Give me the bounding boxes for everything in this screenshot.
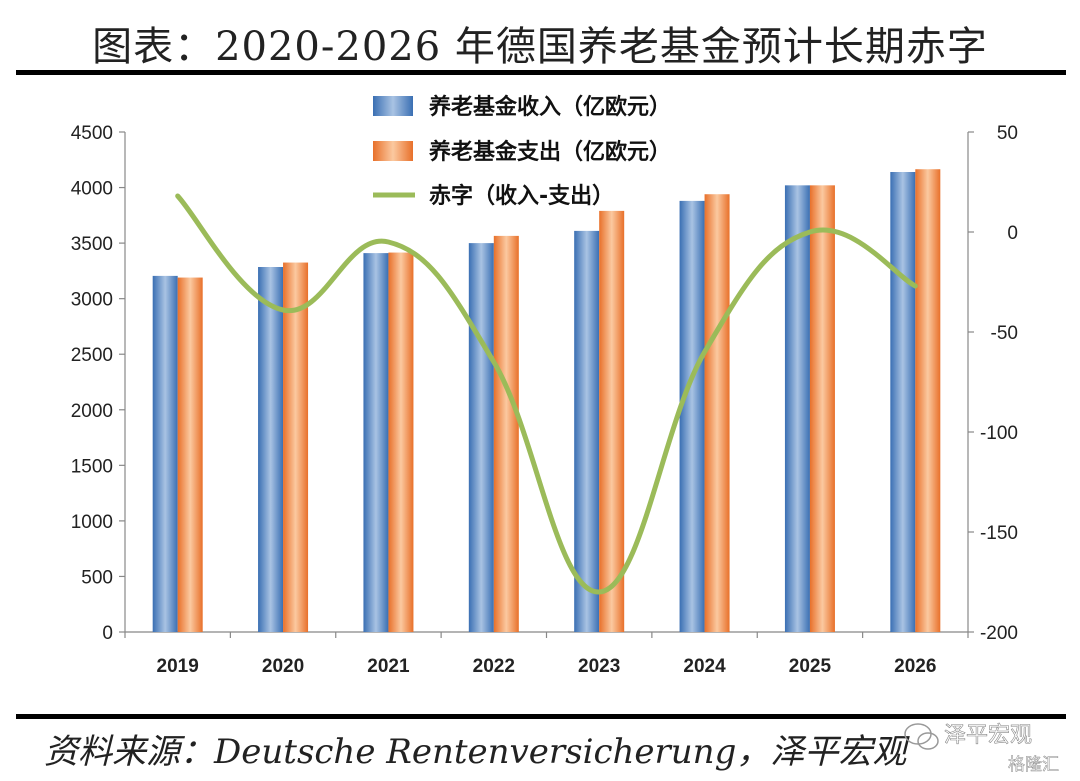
left-tick-label: 3500 <box>71 234 113 255</box>
right-tick-label: -50 <box>991 323 1018 344</box>
watermark-brand: 泽平宏观 <box>944 723 1032 748</box>
title-divider <box>16 70 1066 75</box>
x-tick-label: 2022 <box>473 656 515 677</box>
x-tick-label: 2020 <box>262 656 304 677</box>
income-bar <box>890 172 916 632</box>
left-tick-label: 3000 <box>71 290 113 311</box>
expense-bar <box>915 169 941 632</box>
x-tick-label: 2024 <box>683 656 726 677</box>
expense-bar <box>704 194 730 632</box>
expense-bar <box>493 235 519 632</box>
right-tick-label: 0 <box>1007 223 1018 244</box>
right-tick-label: -200 <box>980 623 1018 644</box>
left-tick-label: 500 <box>81 567 113 588</box>
left-tick-label: 2000 <box>71 401 113 422</box>
wechat-icon <box>904 723 939 750</box>
legend-expense-swatch <box>373 141 413 161</box>
deficit-line <box>175 193 918 595</box>
expense-bar <box>809 185 835 632</box>
watermark-sub: 格隆汇 <box>1008 755 1059 775</box>
legend-label: 养老基金收入（亿欧元） <box>428 94 671 120</box>
left-tick-label: 4000 <box>71 179 113 200</box>
chart-title: 图表：2020-2026 年德国养老基金预计长期赤字 <box>92 24 988 70</box>
left-tick-label: 4500 <box>71 123 113 144</box>
income-bar <box>152 275 178 632</box>
left-tick-label: 1000 <box>71 512 113 533</box>
source-note: 资料来源：Deutsche Rentenversicherung，泽平宏观 <box>44 732 907 772</box>
income-bar <box>363 253 389 632</box>
expense-bar <box>177 277 203 632</box>
x-tick-label: 2019 <box>157 656 199 677</box>
income-bar <box>679 200 705 632</box>
income-bar <box>258 267 284 632</box>
x-tick-label: 2021 <box>367 656 410 677</box>
legend-label: 养老基金支出（亿欧元） <box>428 139 671 165</box>
expense-bar <box>388 252 414 633</box>
watermark: 泽平宏观 格隆汇 <box>904 723 1059 775</box>
expense-bar <box>599 210 625 632</box>
source-divider <box>16 714 1066 719</box>
legend-label: 赤字（收入-支出） <box>429 183 614 209</box>
legend-income-swatch <box>373 96 413 116</box>
left-tick-label: 0 <box>102 623 113 644</box>
left-tick-label: 2500 <box>71 345 113 366</box>
income-bar <box>574 230 600 632</box>
expense-bar <box>283 262 309 632</box>
right-tick-label: 50 <box>997 123 1018 144</box>
income-bar <box>468 243 494 632</box>
x-tick-label: 2023 <box>578 656 620 677</box>
x-tick-label: 2025 <box>789 656 832 677</box>
right-tick-label: -100 <box>980 423 1018 444</box>
right-tick-label: -150 <box>980 523 1018 544</box>
income-bar <box>784 185 810 632</box>
x-tick-label: 2026 <box>894 656 936 677</box>
chart-area: 050010001500200025003000350040004500-200… <box>71 94 1018 677</box>
left-tick-label: 1500 <box>71 456 113 477</box>
